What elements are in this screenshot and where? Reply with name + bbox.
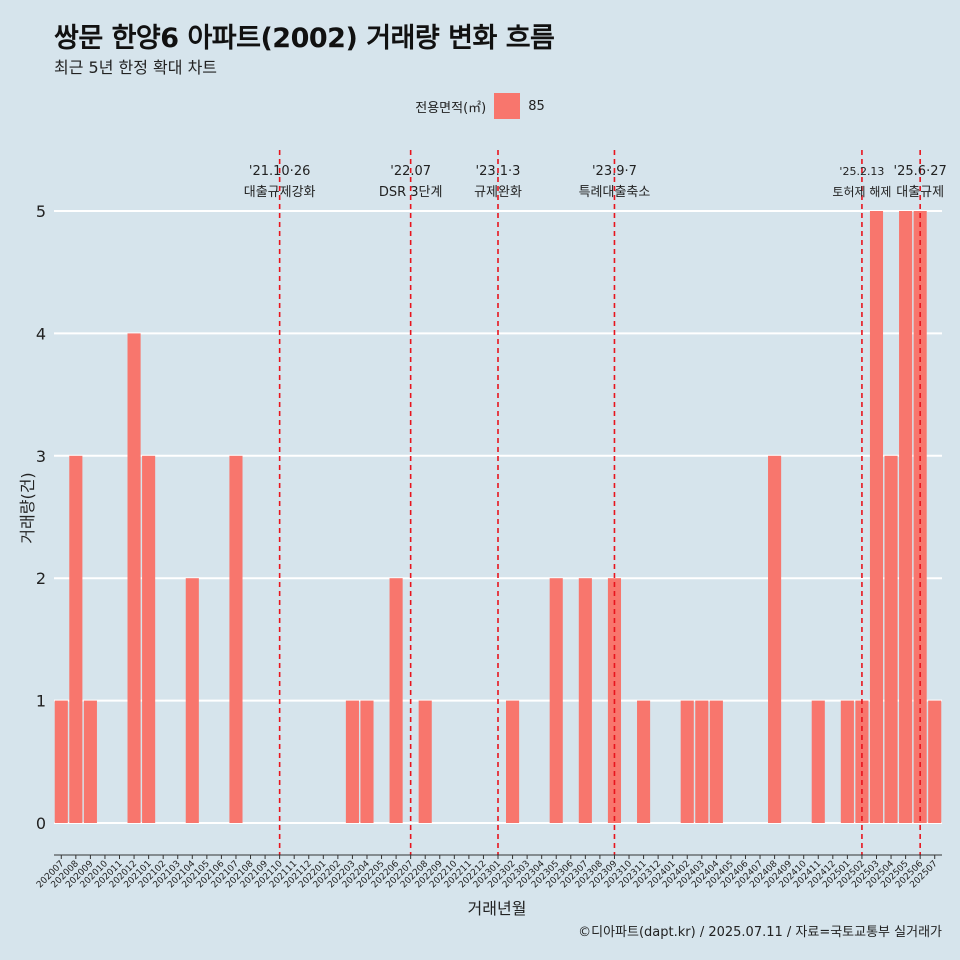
event-date-label: '21.10·26 <box>249 164 310 179</box>
bar-202505 <box>899 211 913 823</box>
event-name-label: 대출규제 <box>896 185 944 200</box>
caption: ©디아파트(dapt.kr) / 2025.07.11 / 자료=국토교통부 실… <box>578 925 942 940</box>
y-axis: 0 1 2 3 4 5 <box>36 202 46 833</box>
bar-202007 <box>54 700 68 823</box>
bar-202208 <box>418 700 432 823</box>
x-axis: 2020072020082020092020102020112020122021… <box>35 854 942 890</box>
bars <box>54 211 942 823</box>
event-name-label: 규제완화 <box>474 185 522 200</box>
bar-202507 <box>928 700 942 823</box>
y-tick-label: 4 <box>36 324 46 343</box>
legend-title: 전용면적(㎡) <box>415 100 487 116</box>
y-axis-label: 거래량(건) <box>18 472 37 543</box>
bar-202503 <box>869 211 884 823</box>
y-tick-label: 3 <box>36 447 46 466</box>
bar-202107 <box>229 455 243 823</box>
bar-202501 <box>840 700 854 823</box>
event-date-label: '23.9·7 <box>592 164 637 179</box>
legend-key <box>494 93 521 119</box>
y-tick-label: 0 <box>36 814 46 833</box>
bar-202012 <box>127 333 141 823</box>
bar-202404 <box>709 700 723 823</box>
bar-202408 <box>768 455 782 823</box>
bar-202403 <box>695 700 709 823</box>
bar-202204 <box>360 700 374 823</box>
event-name-label: 토허제 해제 <box>832 185 891 199</box>
bar-202311 <box>637 700 651 823</box>
chart-subtitle: 최근 5년 한정 확대 차트 <box>54 58 218 77</box>
bar-202206 <box>389 578 403 823</box>
bar-202008 <box>69 455 83 823</box>
bar-202411 <box>811 700 825 823</box>
y-tick-label: 5 <box>36 202 46 221</box>
y-tick-label: 2 <box>36 569 46 588</box>
event-name-label: DSR 3단계 <box>379 185 443 200</box>
bar-202305 <box>549 578 563 823</box>
x-axis-label: 거래년월 <box>468 899 527 918</box>
bar-202502 <box>855 700 869 823</box>
event-date-label: '25.6·27 <box>894 164 947 179</box>
y-tick-label: 1 <box>36 692 46 711</box>
event-lines: '21.10·26 대출규제강화 '22.07 DSR 3단계 '23.1·3 규제완화 '… <box>244 150 947 855</box>
legend: 전용면적(㎡) 85 <box>0 93 960 119</box>
event-name-label: 특례대출축소 <box>579 185 651 200</box>
bar-202504 <box>884 455 898 823</box>
bar-202009 <box>83 700 97 823</box>
bar-202203 <box>345 700 359 823</box>
bar-202302 <box>506 700 520 823</box>
bar-202506 <box>913 211 927 823</box>
bar-202104 <box>185 578 199 823</box>
event-date-label: '22.07 <box>390 164 431 179</box>
legend-label: 85 <box>528 98 545 114</box>
chart-title: 쌍문 한양6 아파트(2002) 거래량 변화 흐름 <box>54 23 555 54</box>
event-date-label: '25.2.13 <box>839 165 884 178</box>
bar-202402 <box>680 700 694 823</box>
bar-202101 <box>142 455 156 823</box>
bar-202307 <box>578 578 592 823</box>
event-date-label: '23.1·3 <box>476 164 521 179</box>
event-name-label: 대출규제강화 <box>244 185 316 200</box>
